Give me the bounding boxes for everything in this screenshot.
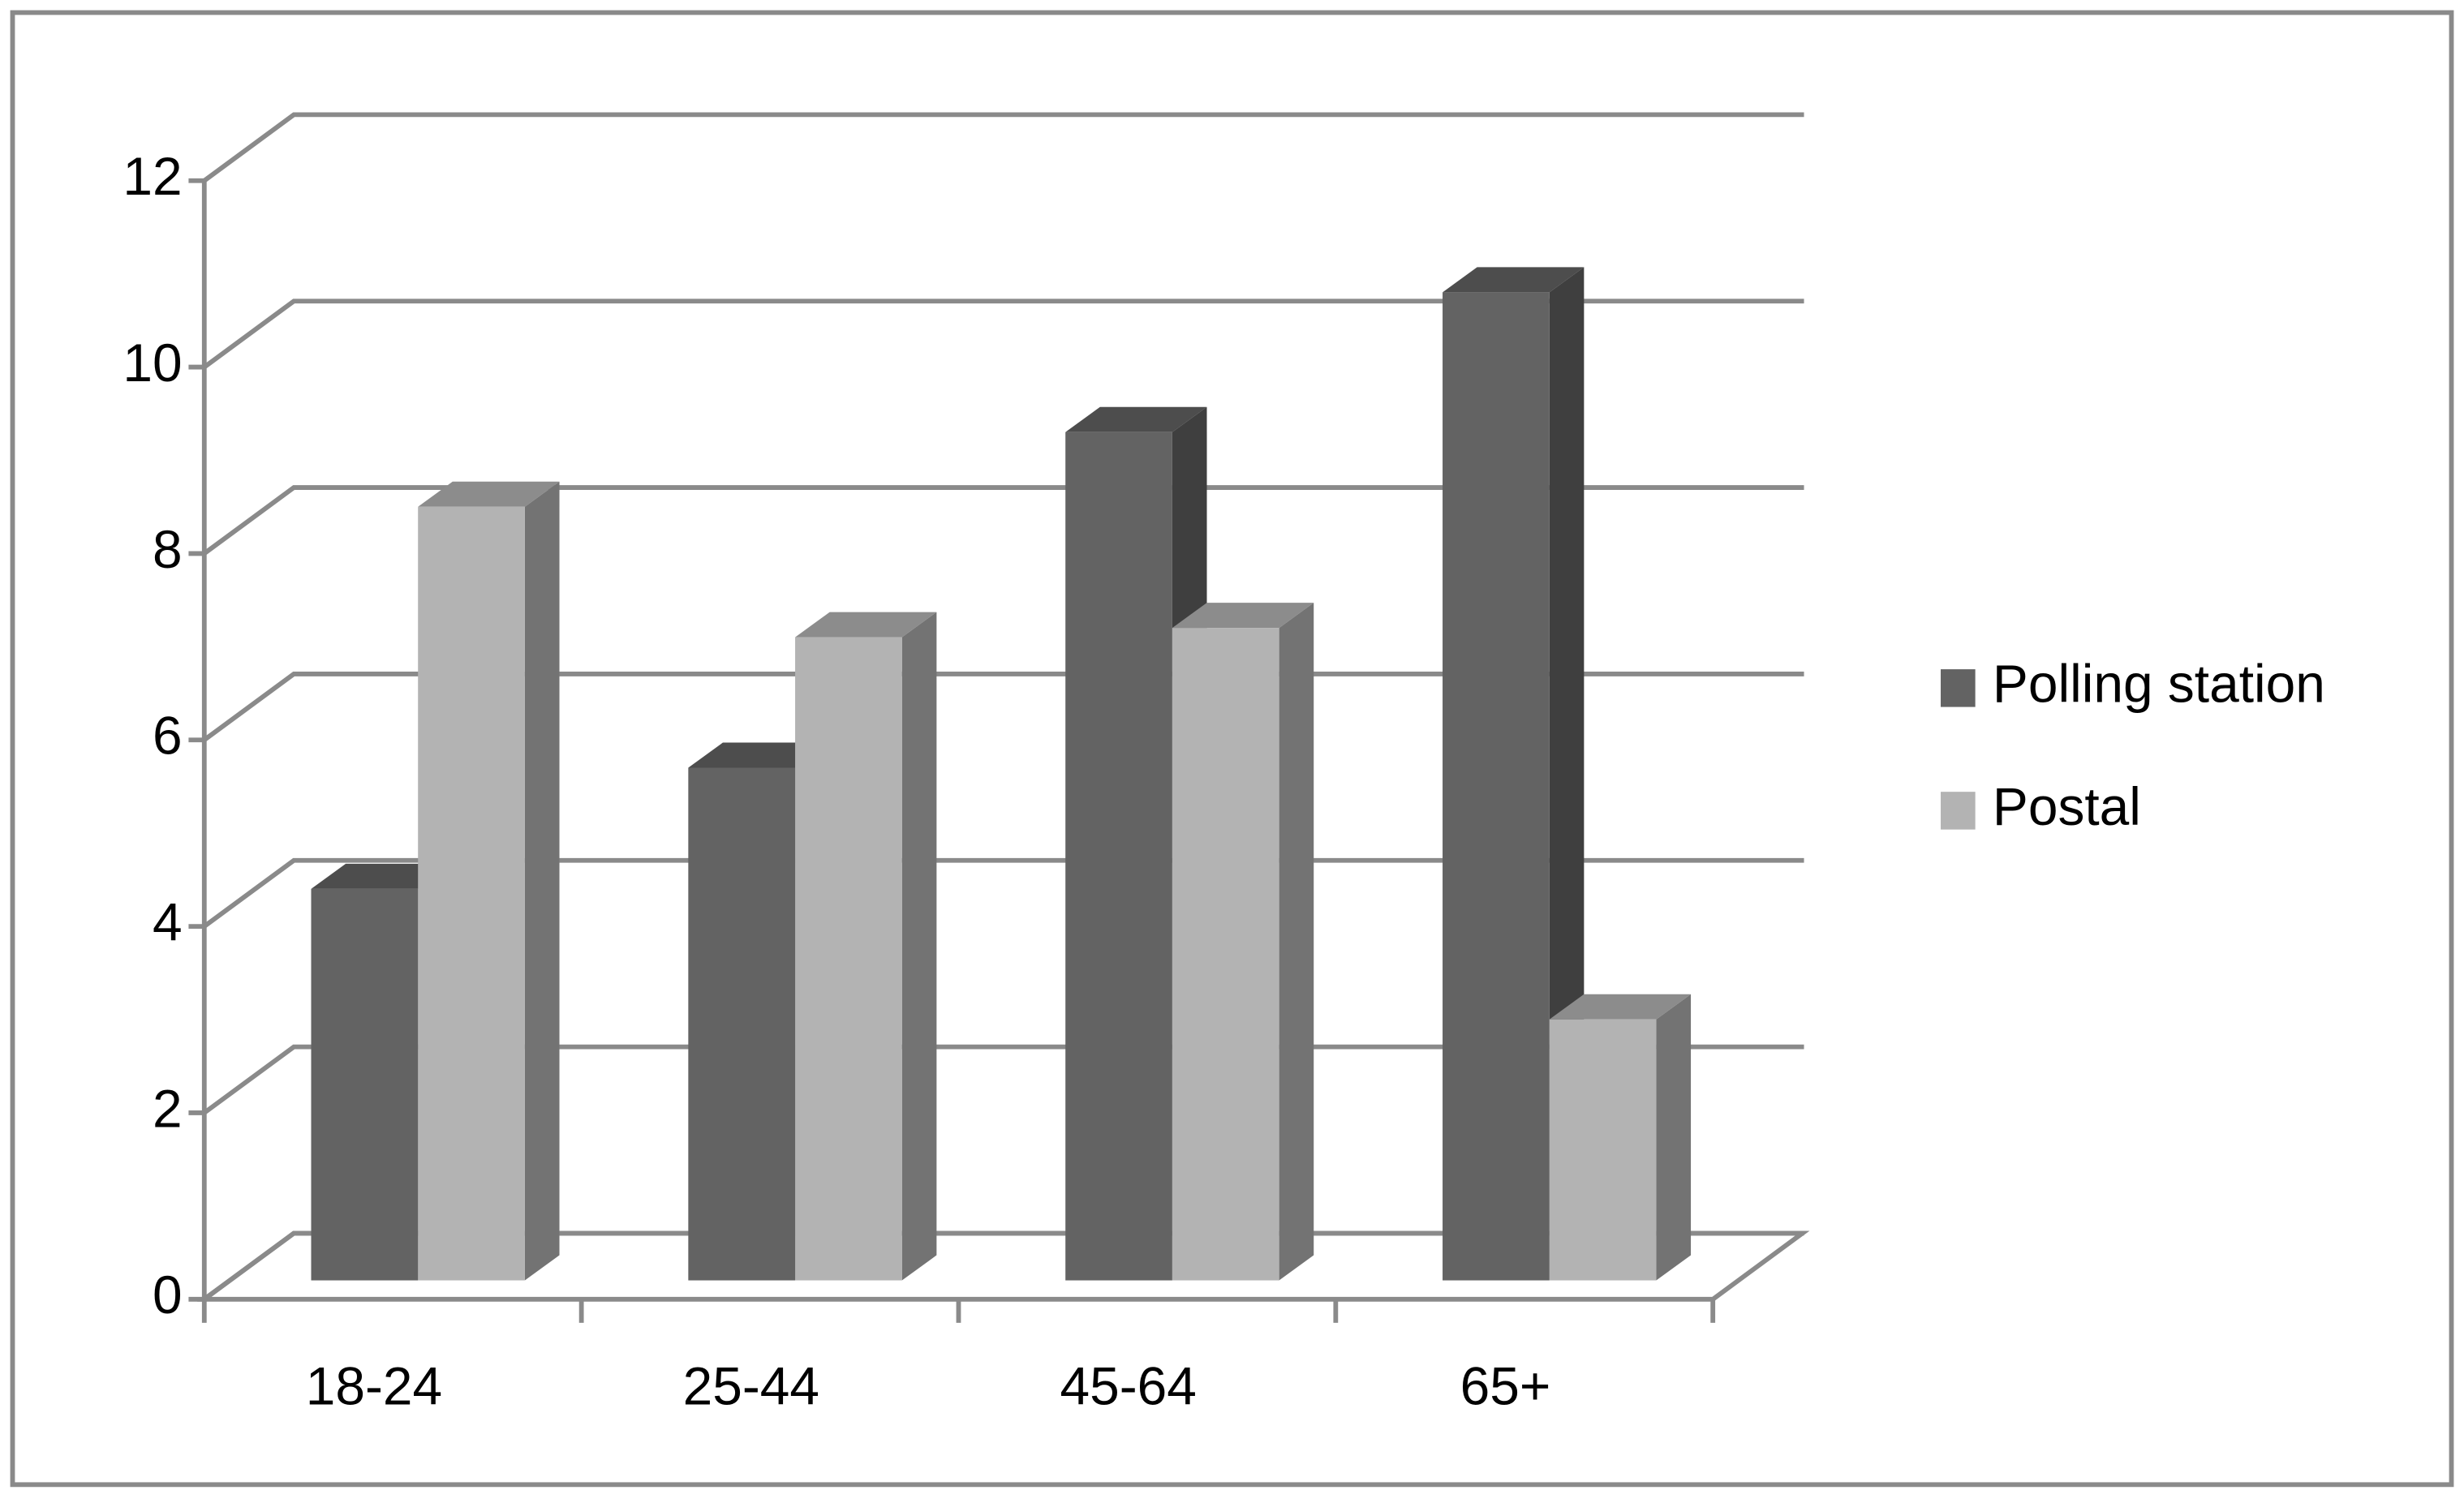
bar-side — [901, 612, 937, 1281]
bar-top — [418, 481, 560, 507]
bar-front — [688, 767, 796, 1281]
legend-label: Polling station — [1993, 654, 2325, 714]
bar-top — [795, 612, 937, 638]
bar-front — [795, 637, 902, 1281]
x-tick-label: 25-44 — [683, 1356, 819, 1416]
bar-front — [1549, 1019, 1657, 1281]
bar-side — [1656, 994, 1692, 1281]
bar-top — [311, 863, 453, 889]
bar-front — [1172, 628, 1279, 1281]
bar-front — [311, 888, 419, 1281]
y-tick-label: 8 — [153, 519, 183, 579]
x-tick-label: 45-64 — [1060, 1356, 1196, 1416]
bar — [795, 612, 937, 1281]
y-tick-label: 10 — [123, 333, 182, 393]
grid-line — [203, 485, 1804, 556]
y-tick-label: 2 — [153, 1078, 183, 1138]
bar-top — [1065, 406, 1207, 432]
bar — [1172, 603, 1314, 1281]
y-tick-label: 12 — [123, 146, 182, 206]
bar-front — [418, 506, 525, 1281]
y-tick-label: 4 — [153, 891, 183, 951]
legend-swatch — [1941, 669, 1976, 707]
bar-top — [1443, 267, 1585, 293]
bar-front — [1065, 432, 1172, 1281]
x-tick-label: 65+ — [1460, 1356, 1551, 1416]
bar-side — [1279, 603, 1314, 1281]
y-tick-label: 0 — [153, 1265, 183, 1325]
grid-line — [203, 298, 1804, 369]
bar-top — [1549, 994, 1692, 1020]
x-tick-label: 18-24 — [306, 1356, 442, 1416]
bar-front — [1443, 292, 1550, 1281]
y-tick-label: 6 — [153, 706, 183, 766]
bar-side — [524, 481, 560, 1281]
legend-label: Postal — [1993, 776, 2141, 836]
bar-top — [688, 742, 830, 768]
bar — [1549, 994, 1692, 1281]
grid-line — [203, 112, 1804, 183]
legend-swatch — [1941, 792, 1976, 830]
bar-top — [1172, 603, 1314, 629]
bar — [418, 481, 560, 1281]
